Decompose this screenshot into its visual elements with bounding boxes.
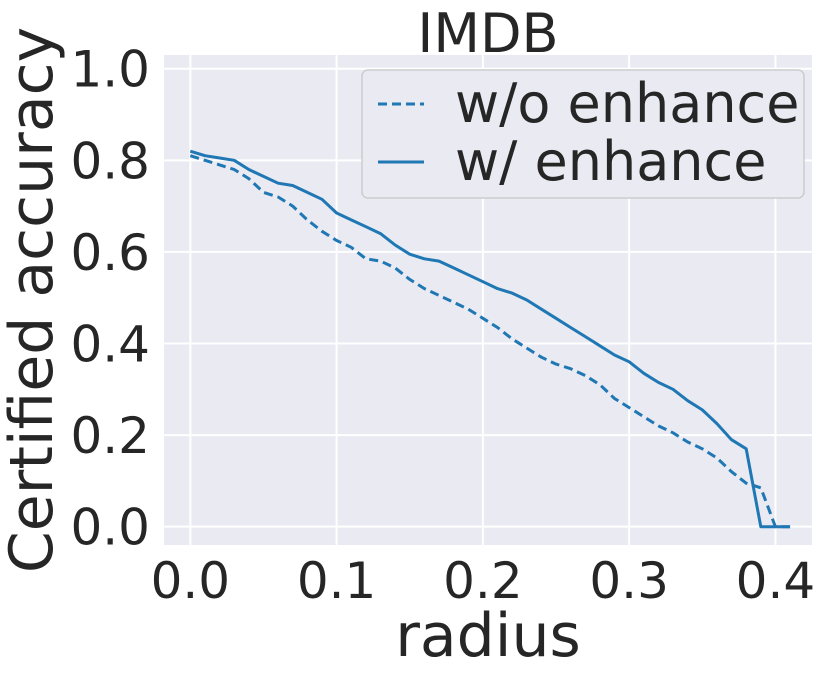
y-tick-label: 0.4 <box>70 316 150 374</box>
x-axis-label: radius <box>395 601 580 671</box>
legend-box <box>361 69 805 199</box>
x-tick-label: 0.4 <box>736 552 816 610</box>
y-tick-label: 0.8 <box>70 132 150 190</box>
series-line-w-enhance <box>189 149 791 529</box>
chart-title: IMDB <box>417 2 558 65</box>
legend: w/o enhance w/ enhance <box>361 69 805 199</box>
x-tick-label: 0.3 <box>589 552 669 610</box>
legend-label-w-enhance: w/ enhance <box>455 130 766 193</box>
y-tick-label: 0.0 <box>70 499 150 557</box>
x-tick-label: 0.2 <box>443 552 523 610</box>
series-lines <box>189 149 791 529</box>
x-tick-label: 0.0 <box>151 552 231 610</box>
tick-labels: 0.0 0.1 0.2 0.3 0.4 0.0 0.2 0.4 0.6 0.8 1.0 <box>70 41 815 610</box>
y-tick-label: 0.2 <box>70 407 150 465</box>
y-axis-label: Certified accuracy <box>0 27 67 573</box>
legend-label-w-o-enhance: w/o enhance <box>455 72 799 135</box>
y-tick-label: 0.6 <box>70 224 150 282</box>
series-line-w-o-enhance <box>189 154 791 529</box>
y-tick-label: 1.0 <box>70 41 150 99</box>
x-tick-label: 0.1 <box>297 552 377 610</box>
